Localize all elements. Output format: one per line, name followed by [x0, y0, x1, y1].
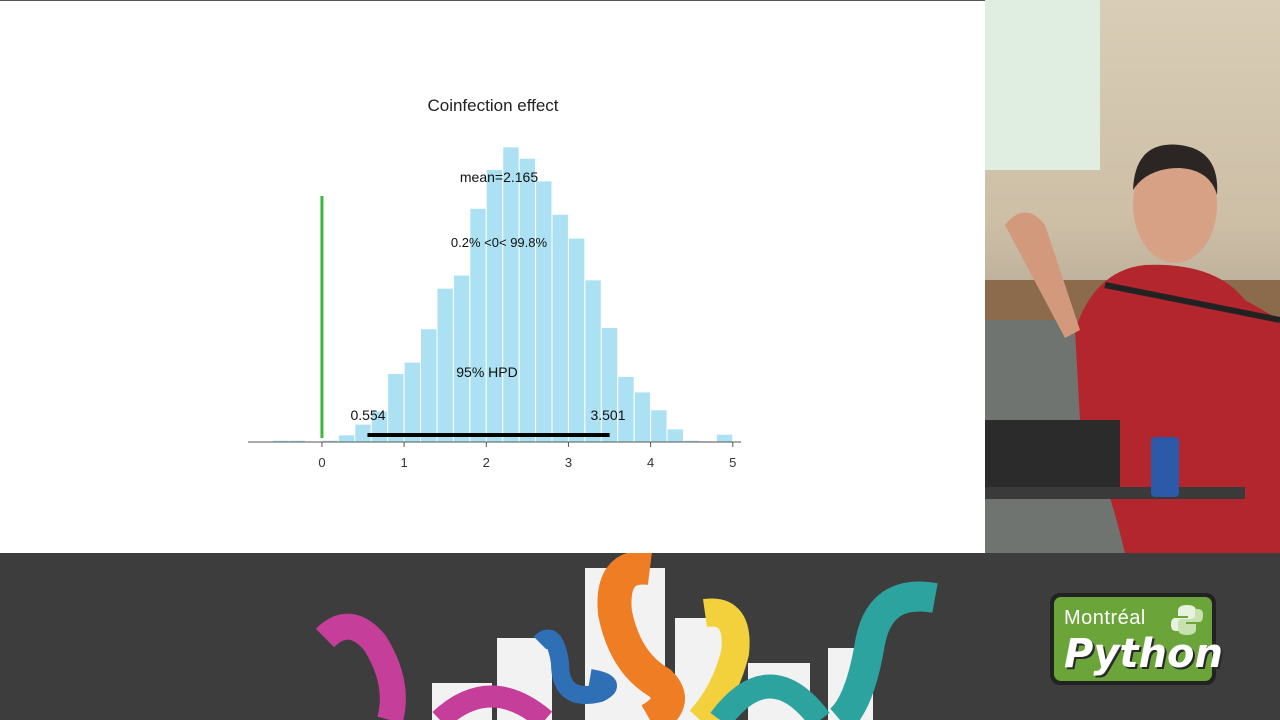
histogram-bar: [337, 434, 356, 443]
projector-wall-area: [985, 0, 1100, 170]
histogram-bar: [715, 433, 734, 443]
yellow-snake: [689, 598, 750, 720]
x-tick-label: 3: [565, 455, 572, 470]
microphone: [1104, 282, 1280, 323]
teal-snake: [829, 581, 938, 720]
x-tick-label: 4: [647, 455, 654, 470]
laptop: [985, 420, 1120, 490]
orange-snake: [597, 553, 685, 720]
pink-snake: [315, 613, 406, 720]
montreal-python-logo: Montréal Python: [1050, 593, 1223, 685]
histogram-bar: [666, 428, 684, 443]
x-tick-label: 1: [400, 455, 407, 470]
mean-annotation: mean=2.165: [460, 169, 538, 185]
x-tick-label: 5: [729, 455, 736, 470]
histogram-bar: [535, 180, 553, 443]
coinfection-histogram: Coinfection effect 0 1 2 3 4 5 mean=2.165 0.2…: [248, 96, 741, 470]
histogram-bar: [633, 391, 652, 443]
histogram-bar: [502, 146, 520, 443]
chart-title: Coinfection effect: [427, 96, 558, 115]
histogram-bar: [600, 327, 619, 443]
hpd-high-label: 3.501: [590, 407, 625, 423]
hpd-label: 95% HPD: [456, 364, 517, 380]
histogram-bar: [551, 213, 569, 443]
histogram-bar: [650, 409, 668, 443]
speaker-hair: [1133, 144, 1218, 195]
speaker-shirt: [1075, 264, 1280, 553]
speaker-arm: [1005, 212, 1080, 338]
speaker-face: [1133, 147, 1217, 263]
histogram-bar: [403, 361, 422, 443]
blue-snake: [533, 629, 617, 704]
x-tick-label: 0: [318, 455, 325, 470]
histogram-bar: [387, 372, 405, 443]
histogram-bar: [567, 237, 586, 443]
podium-desk: [985, 487, 1245, 499]
histogram-bar: [518, 157, 537, 443]
speaker-video: [985, 0, 1280, 553]
pink-snake-tail: [432, 685, 553, 720]
python-logo-icon: [1171, 605, 1203, 635]
histogram-bars: [272, 146, 734, 443]
x-axis-ticks: 0 1 2 3 4 5: [318, 442, 736, 470]
logo-text-python: Python: [1064, 631, 1223, 677]
x-tick-label: 2: [483, 455, 490, 470]
histogram-bar: [420, 328, 438, 443]
logo-text-montreal: Montréal: [1064, 607, 1146, 629]
teal-snake-body: [710, 674, 830, 720]
logo-background: Montréal Python: [1054, 597, 1223, 681]
soda-can: [1151, 437, 1179, 497]
histogram-bar: [485, 169, 504, 443]
hpd-low-label: 0.554: [350, 407, 385, 423]
presentation-slide: Coinfection effect 0 1 2 3 4 5 mean=2.165 0.2…: [0, 0, 985, 554]
histogram-bar: [436, 287, 454, 443]
reference-split-annotation: 0.2% <0< 99.8%: [451, 235, 548, 250]
histogram-bar: [452, 274, 471, 443]
